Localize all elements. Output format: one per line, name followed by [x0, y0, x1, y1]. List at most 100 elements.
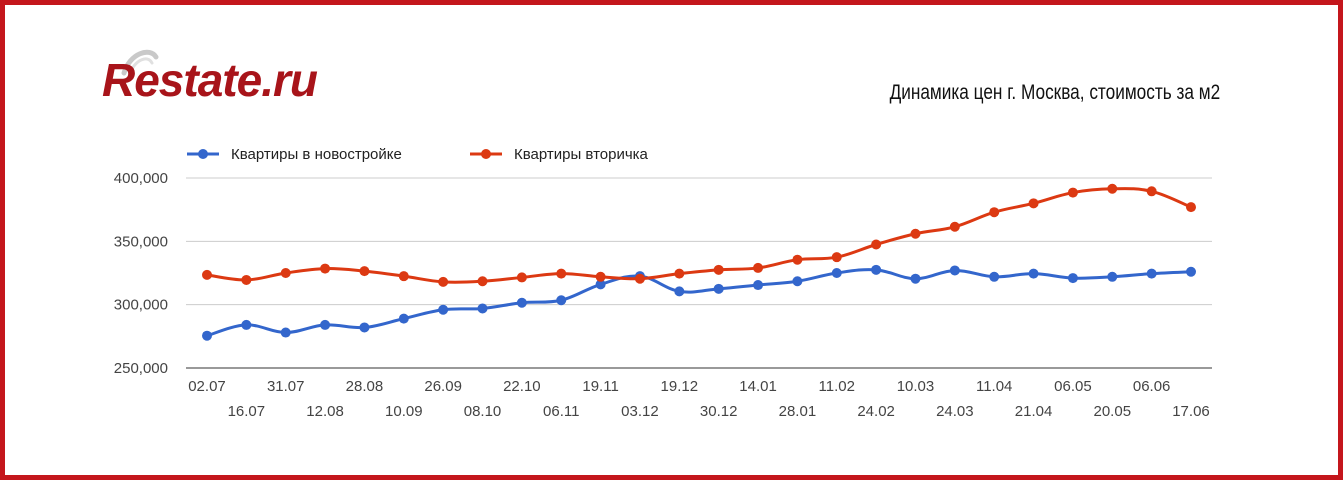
legend-item[interactable]: Квартиры вторичка: [470, 146, 649, 163]
data-point[interactable]: [516, 297, 527, 308]
x-tick-label: 10.03: [897, 378, 935, 395]
x-tick-label: 06.06: [1133, 378, 1171, 395]
series-lines: [202, 183, 1196, 341]
data-point[interactable]: [1028, 268, 1039, 279]
data-point[interactable]: [989, 271, 1000, 282]
data-point[interactable]: [792, 254, 803, 265]
x-tick-label: 03.12: [621, 403, 659, 420]
data-point[interactable]: [280, 268, 291, 278]
data-point[interactable]: [477, 276, 488, 287]
legend-marker: [198, 149, 208, 159]
data-point[interactable]: [1067, 273, 1078, 284]
data-point[interactable]: [713, 283, 724, 294]
grid-lines: [186, 177, 1212, 369]
x-tick-label: 16.07: [228, 403, 266, 420]
data-point[interactable]: [634, 273, 645, 284]
data-point[interactable]: [398, 271, 409, 282]
legend-marker: [481, 149, 491, 159]
data-point[interactable]: [320, 319, 331, 330]
logo-swoosh-icon: [121, 49, 159, 76]
series-line: [206, 187, 1192, 284]
data-point[interactable]: [438, 304, 449, 315]
x-tick-label: 02.07: [188, 378, 226, 395]
data-point[interactable]: [556, 295, 567, 306]
x-tick-label: 14.01: [739, 378, 777, 395]
x-tick-label: 22.10: [503, 378, 541, 395]
data-point[interactable]: [1028, 198, 1039, 209]
data-point[interactable]: [241, 274, 252, 285]
y-tick-label: 300,000: [114, 297, 168, 314]
x-tick-label: 11.02: [819, 378, 855, 395]
data-point[interactable]: [280, 327, 291, 338]
data-point[interactable]: [595, 271, 606, 282]
page-title: Динамика цен г. Москва, стоимость за м2: [889, 81, 1220, 104]
series-line: [206, 268, 1192, 338]
x-tick-label: 10.09: [385, 403, 423, 420]
y-tick-label: 350,000: [114, 233, 168, 250]
data-point[interactable]: [241, 319, 252, 330]
x-tick-label: 26.09: [424, 378, 462, 395]
data-point[interactable]: [1107, 271, 1118, 282]
data-point[interactable]: [320, 263, 331, 274]
data-point[interactable]: [398, 313, 409, 324]
chart-legend: Квартиры в новостройке Квартиры вторичка: [187, 146, 649, 163]
legend-label: Квартиры вторичка: [514, 146, 649, 163]
x-axis-ticks: 02.0716.0731.0712.0828.0810.0926.0908.10…: [188, 378, 1210, 420]
x-tick-label: 31.07: [267, 378, 305, 395]
x-tick-label: 28.01: [779, 403, 817, 420]
x-tick-label: 08.10: [464, 403, 502, 420]
x-tick-label: 28.08: [346, 378, 384, 395]
data-point[interactable]: [1067, 187, 1078, 198]
data-point[interactable]: [831, 268, 842, 278]
x-tick-label: 06.05: [1054, 378, 1092, 395]
data-point[interactable]: [1186, 202, 1196, 213]
y-axis-ticks: 250,000 300,000 350,000 400,000: [114, 170, 168, 377]
data-point[interactable]: [831, 252, 842, 263]
x-tick-label: 24.02: [857, 403, 895, 420]
x-tick-label: 30.12: [700, 403, 738, 420]
data-point[interactable]: [1146, 268, 1157, 279]
x-tick-label: 19.11: [582, 378, 618, 395]
data-point[interactable]: [949, 265, 960, 276]
data-point[interactable]: [1107, 183, 1118, 194]
x-tick-label: 17.06: [1172, 403, 1210, 420]
x-tick-label: 19.12: [661, 378, 699, 395]
x-tick-label: 12.08: [306, 403, 344, 420]
data-point[interactable]: [871, 264, 882, 275]
data-point[interactable]: [438, 276, 449, 287]
data-point[interactable]: [753, 262, 764, 273]
data-point[interactable]: [202, 269, 212, 280]
data-point[interactable]: [516, 272, 527, 283]
x-tick-label: 24.03: [936, 403, 974, 420]
data-point[interactable]: [753, 280, 764, 291]
x-tick-label: 21.04: [1015, 403, 1053, 420]
x-tick-label: 11.04: [976, 378, 1012, 395]
restate-logo[interactable]: Restate.ru: [100, 47, 330, 117]
data-point[interactable]: [556, 268, 567, 279]
data-point[interactable]: [202, 330, 212, 341]
data-point[interactable]: [713, 264, 724, 275]
x-tick-label: 06.11: [543, 403, 579, 420]
data-point[interactable]: [792, 276, 803, 287]
logo-text: Restate.ru: [102, 54, 318, 106]
data-point[interactable]: [871, 239, 882, 250]
legend-item[interactable]: Квартиры в новостройке: [187, 146, 402, 163]
data-point[interactable]: [595, 279, 606, 290]
data-point[interactable]: [910, 273, 921, 284]
data-point[interactable]: [359, 266, 370, 277]
data-point[interactable]: [359, 322, 370, 333]
series-secondary: [202, 183, 1196, 287]
data-point[interactable]: [477, 303, 488, 314]
series-new-buildings: [202, 264, 1196, 341]
data-point[interactable]: [989, 207, 1000, 218]
data-point[interactable]: [674, 268, 685, 279]
data-point[interactable]: [1146, 186, 1157, 197]
legend-label: Квартиры в новостройке: [231, 146, 402, 163]
data-point[interactable]: [949, 221, 960, 232]
data-point[interactable]: [674, 286, 685, 297]
data-point[interactable]: [1186, 266, 1196, 277]
data-point[interactable]: [910, 228, 921, 239]
x-tick-label: 20.05: [1094, 403, 1132, 420]
